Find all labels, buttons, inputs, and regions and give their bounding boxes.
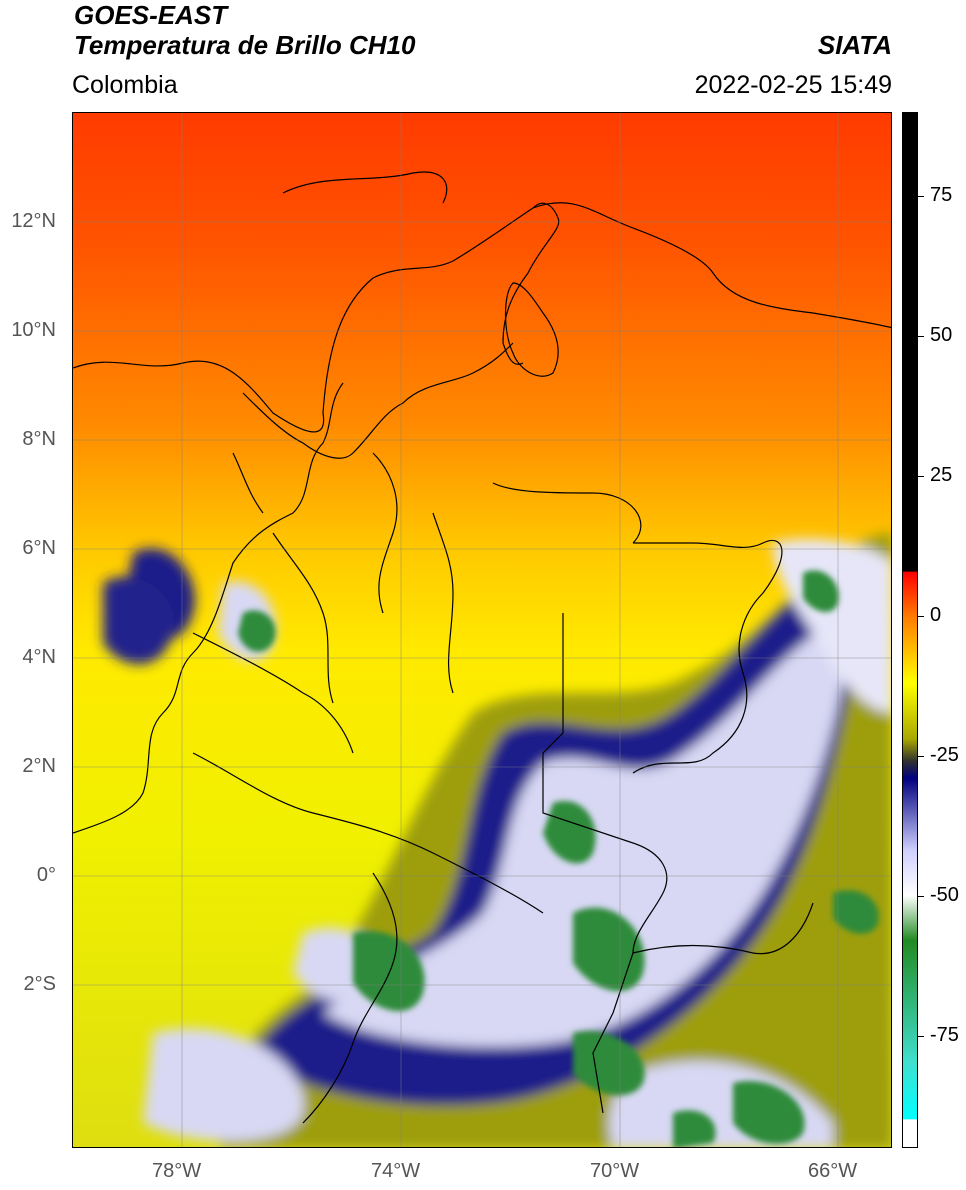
gridlines — [73, 113, 891, 1147]
x-tick-66w: 66°W — [808, 1160, 858, 1182]
x-tick-74w: 74°W — [371, 1160, 421, 1182]
y-tick-6n: 6°N — [22, 537, 56, 559]
y-tick-8n: 8°N — [22, 428, 56, 450]
y-tick-12n: 12°N — [11, 210, 56, 232]
product-title: Temperatura de Brillo CH10 — [74, 30, 416, 60]
coastlines-and-borders — [73, 171, 891, 1124]
region-label: Colombia — [72, 71, 178, 99]
colorbar-tick-mark — [918, 336, 924, 337]
colorbar-tick-label: -50 — [930, 884, 959, 906]
colorbar-tick-mark — [918, 756, 924, 757]
colorbar-tick-label: -25 — [930, 744, 959, 766]
x-tick-78w: 78°W — [152, 1160, 202, 1182]
y-tick-10n: 10°N — [11, 319, 56, 341]
y-tick-2s: 2°S — [23, 973, 56, 995]
colorbar-tick-mark — [918, 196, 924, 197]
y-tick-4n: 4°N — [22, 646, 56, 668]
satellite-map — [72, 112, 892, 1148]
colorbar-tick-label: 25 — [930, 464, 953, 486]
colorbar-tick-label: 75 — [930, 184, 953, 206]
colorbar-tick-mark — [918, 896, 924, 897]
agency-label: SIATA — [817, 30, 892, 60]
colorbar-tick-label: 0 — [930, 604, 942, 626]
colorbar — [902, 112, 918, 1148]
colorbar-tick-mark — [918, 616, 924, 617]
colorbar-tick-label: 50 — [930, 324, 953, 346]
colorbar-tick-mark — [918, 476, 924, 477]
colorbar-tick-label: -75 — [930, 1024, 959, 1046]
timestamp-label: 2022-02-25 15:49 — [694, 71, 892, 99]
map-svg — [73, 113, 891, 1147]
x-tick-70w: 70°W — [590, 1160, 640, 1182]
y-tick-0: 0° — [36, 864, 56, 886]
y-tick-2n: 2°N — [22, 755, 56, 777]
satellite-title: GOES-EAST — [74, 0, 228, 30]
colorbar-tick-mark — [918, 1036, 924, 1037]
